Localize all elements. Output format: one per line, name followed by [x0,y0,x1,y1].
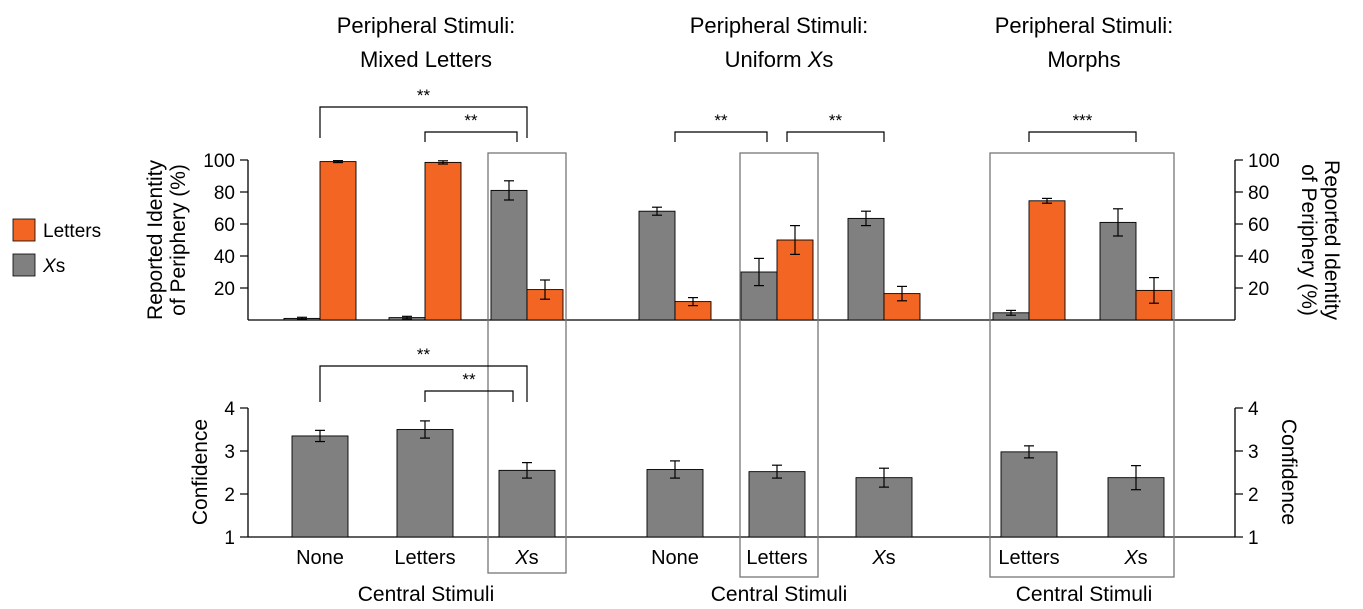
legend-label-letters: Letters [43,221,101,242]
bottom-left-tick-label: 2 [224,485,235,506]
bottom-p1-letters-bar [748,471,806,538]
legend-swatch-xs [12,253,36,277]
top-right-tick-label: 20 [1248,279,1269,300]
bottom-right-tick-label: 3 [1248,442,1259,463]
top-p1-none-xs-bar [638,210,676,321]
top-left-tick-label: 100 [203,151,235,172]
top-p1-xs-xs-bar [847,217,885,321]
bottom-sig-p0-none-xs-bracket [319,365,528,402]
significance-layer: **** ** ** ******* [319,86,1137,402]
panel-title-uniform-post: s [822,47,833,72]
bottom-left-tick-label: 3 [224,442,235,463]
legend-label-xs: Xs [42,256,65,277]
ylabel-top-right-line1: Reported Identity [1320,160,1343,320]
category-label-p0-none: None [296,547,344,569]
top-p2-xs-xs-bar [1099,221,1137,321]
panel-title-mixed-line1: Peripheral Stimuli: [337,13,516,38]
top-p0-xs-xs-bar [490,189,528,321]
top-p1-letters-letters-bar [776,239,814,321]
category-label-p0-xs: Xs [514,547,538,569]
panel-title-morphs-line2: Morphs [1047,47,1120,72]
panel-title-morphs-line1: Peripheral Stimuli: [995,13,1174,38]
panel-title-uniform-pre: Uniform [725,47,808,72]
category-label-p1-letters: Letters [746,547,807,569]
top-left-tick-label: 20 [214,279,235,300]
ylabel-bottom-right: Confidence [1277,419,1300,525]
bottom-right-tick-label: 1 [1248,528,1259,549]
bottom-p1-none-bar [646,469,704,538]
category-label-p2-xs: Xs [1123,547,1147,569]
top-p0-letters-letters-bar [424,161,462,321]
panel-title-mixed-line2: Mixed Letters [360,47,492,72]
bottom-p0-letters-bar [396,429,454,538]
highlight-boxes-layer [487,152,1175,578]
legend-label-xs-italic: X [42,256,57,277]
category-label-p0-letters: Letters [394,547,455,569]
highlight-box-mixed-xs [487,152,567,574]
category-label-suffix: s [529,547,539,569]
top-left-tick-label: 60 [214,215,235,236]
top-sig-p1-letters-xs-label: ** [829,111,843,130]
top-sig-p1-letters-xs-bracket [786,131,885,142]
category-label-italic: X [514,547,529,569]
category-label-p2-letters: Letters [998,547,1059,569]
top-right-tick-label: 80 [1248,183,1269,204]
bottom-p0-xs-bar [498,469,556,538]
category-label-p1-xs: Xs [871,547,895,569]
bottom-left-tick-label: 1 [224,528,235,549]
ylabel-top-left-line1: Reported Identity [144,160,167,320]
top-sig-p2-letters-xs-bracket [1028,131,1137,142]
legend-swatch-letters [12,218,36,242]
bottom-left-tick-label: 4 [224,399,235,420]
bottom-right-tick-label: 2 [1248,485,1259,506]
top-left-tick-label: 40 [214,247,235,268]
top-sig-p0-none-xs-label: ** [417,86,431,105]
top-right-tick-label: 40 [1248,247,1269,268]
top-sig-p0-letters-xs-label: ** [464,111,478,130]
xlabel-morphs: Central Stimuli [1016,583,1153,606]
top-sig-p1-none-letters-bracket [674,131,768,142]
category-label-suffix: s [886,547,896,569]
bottom-sig-p0-none-xs-label: ** [417,345,431,364]
top-p0-none-letters-bar [319,161,357,321]
top-p2-letters-letters-bar [1028,200,1066,321]
xlabel-mixed: Central Stimuli [358,583,495,606]
ylabel-bottom-left: Confidence [189,419,212,525]
top-sig-p2-letters-xs-label: *** [1073,111,1093,130]
ylabel-top-left-line2: of Periphery (%) [167,164,190,316]
top-sig-p0-none-xs-bracket [319,106,528,138]
category-label-italic: X [871,547,886,569]
xlabel-uniform: Central Stimuli [711,583,848,606]
bottom-sig-p0-letters-xs-bracket [424,390,514,402]
top-right-tick-label: 100 [1248,151,1280,172]
panel-title-uniform-italic: X [807,47,824,72]
category-label-suffix: s [1138,547,1148,569]
bottom-right-tick-label: 4 [1248,399,1259,420]
category-label-italic: X [1123,547,1138,569]
bottom-p0-none-bar [291,435,349,538]
panel-title-uniform-line2: Uniform Xs [725,47,834,72]
category-label-p1-none: None [651,547,699,569]
panel-title-uniform-line1: Peripheral Stimuli: [690,13,869,38]
bottom-sig-p0-letters-xs-label: ** [462,370,476,389]
bars-layer [283,160,1173,538]
top-sig-p0-letters-xs-bracket [424,131,518,142]
category-labels-layer: None Letters Xs None Letters Xs Letters Xs [296,547,1148,569]
highlight-box-morphs [989,152,1175,578]
highlight-box-uniform-letters [739,152,819,578]
top-right-tick-label: 60 [1248,215,1269,236]
bottom-p2-letters-bar [1000,451,1058,538]
legend-label-xs-post: s [56,256,66,277]
top-sig-p1-none-letters-label: ** [714,111,728,130]
ylabel-top-right-line2: of Periphery (%) [1297,164,1320,316]
top-left-tick-label: 80 [214,183,235,204]
